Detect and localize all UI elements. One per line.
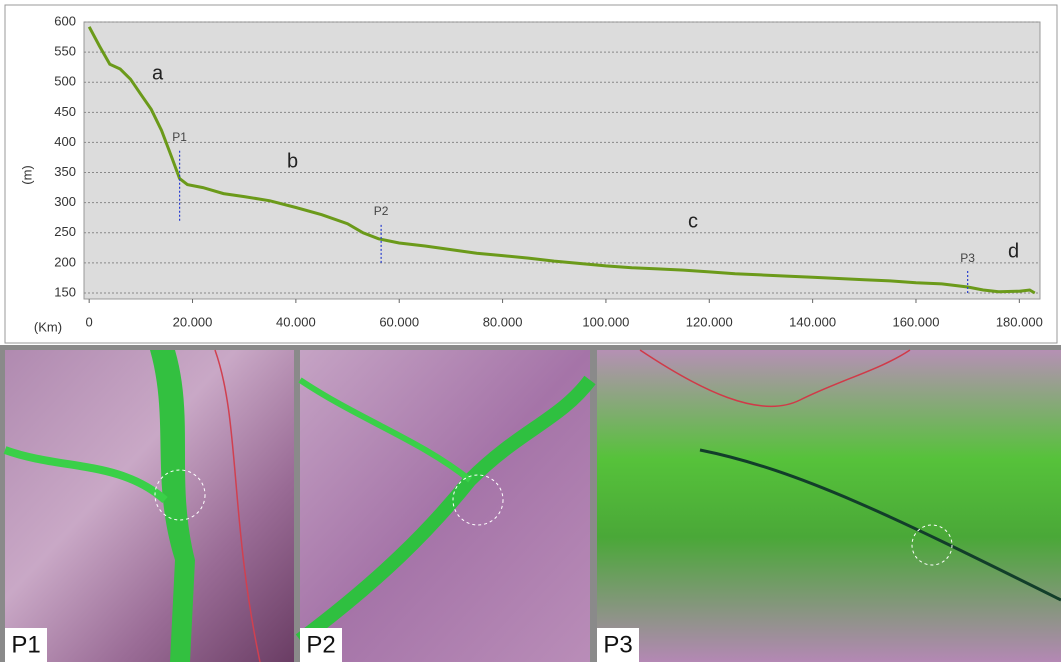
- marker-label: P3: [960, 251, 975, 265]
- annotation: b: [287, 150, 298, 172]
- x-tick-label: 20.000: [173, 314, 213, 329]
- y-tick-label: 200: [54, 254, 76, 269]
- y-tick-label: 500: [54, 74, 76, 89]
- y-tick-label: 250: [54, 224, 76, 239]
- annotation: c: [688, 210, 698, 232]
- x-tick-label: 120.000: [686, 314, 733, 329]
- page: (m) (Km) a b c d P1 P2 P3 150 200 250 300 35…: [0, 0, 1061, 662]
- panel-label: P3: [603, 631, 632, 658]
- x-tick-label: 100.000: [582, 314, 629, 329]
- marker-label: P2: [374, 204, 389, 218]
- y-tick-label: 150: [54, 284, 76, 299]
- annotation: d: [1008, 240, 1019, 262]
- y-tick-label: 400: [54, 134, 76, 149]
- plot-area: [84, 22, 1040, 299]
- y-axis-label: (m): [19, 165, 34, 185]
- x-axis-label: (Km): [34, 319, 62, 334]
- x-tick-label: 40.000: [276, 314, 316, 329]
- y-tick-label: 550: [54, 44, 76, 59]
- x-tick-label: 140.000: [789, 314, 836, 329]
- satellite-panel: P3: [597, 350, 1061, 662]
- y-tick-label: 600: [54, 13, 76, 28]
- y-tick-label: 450: [54, 104, 76, 119]
- x-tick-label: 80.000: [483, 314, 523, 329]
- panel-label: P2: [306, 631, 335, 658]
- x-tick-label: 60.000: [379, 314, 419, 329]
- annotation: a: [152, 62, 164, 84]
- satellite-panel: P1: [5, 350, 294, 662]
- x-tick-label: 180.000: [996, 314, 1043, 329]
- satellite-panel: P2: [300, 350, 590, 662]
- x-tick-label: 160.000: [892, 314, 939, 329]
- x-tick-label: 0: [86, 314, 93, 329]
- y-tick-label: 300: [54, 194, 76, 209]
- y-tick-label: 350: [54, 164, 76, 179]
- panel-label: P1: [11, 631, 40, 658]
- marker-label: P1: [172, 130, 187, 144]
